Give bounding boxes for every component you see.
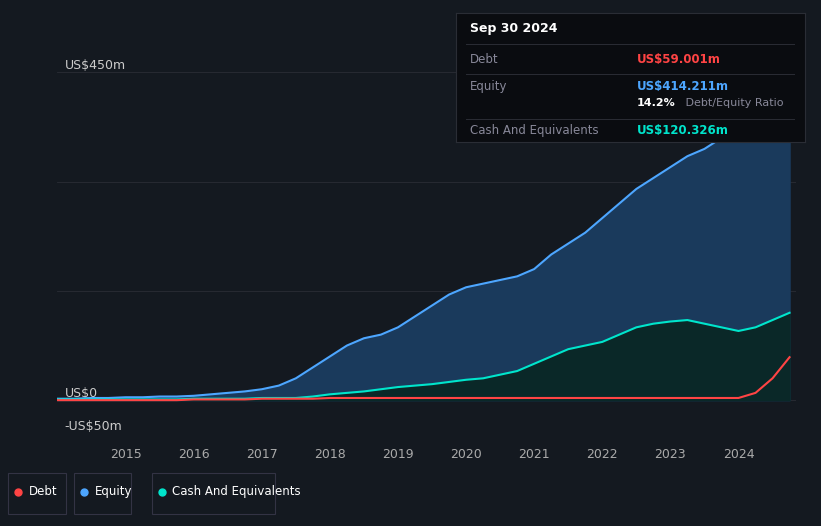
Text: Equity: Equity <box>94 485 132 498</box>
Text: Debt/Equity Ratio: Debt/Equity Ratio <box>682 98 784 108</box>
Text: Cash And Equivalents: Cash And Equivalents <box>172 485 301 498</box>
Text: 14.2%: 14.2% <box>637 98 676 108</box>
Text: Cash And Equivalents: Cash And Equivalents <box>470 124 599 137</box>
Text: US$414.211m: US$414.211m <box>637 80 729 93</box>
Text: US$59.001m: US$59.001m <box>637 53 721 66</box>
Text: Equity: Equity <box>470 80 507 93</box>
Text: -US$50m: -US$50m <box>65 420 122 433</box>
Text: US$450m: US$450m <box>65 59 126 73</box>
Text: Debt: Debt <box>29 485 57 498</box>
Text: US$120.326m: US$120.326m <box>637 124 729 137</box>
Text: Debt: Debt <box>470 53 498 66</box>
Text: Sep 30 2024: Sep 30 2024 <box>470 22 557 35</box>
Text: US$0: US$0 <box>65 387 98 400</box>
